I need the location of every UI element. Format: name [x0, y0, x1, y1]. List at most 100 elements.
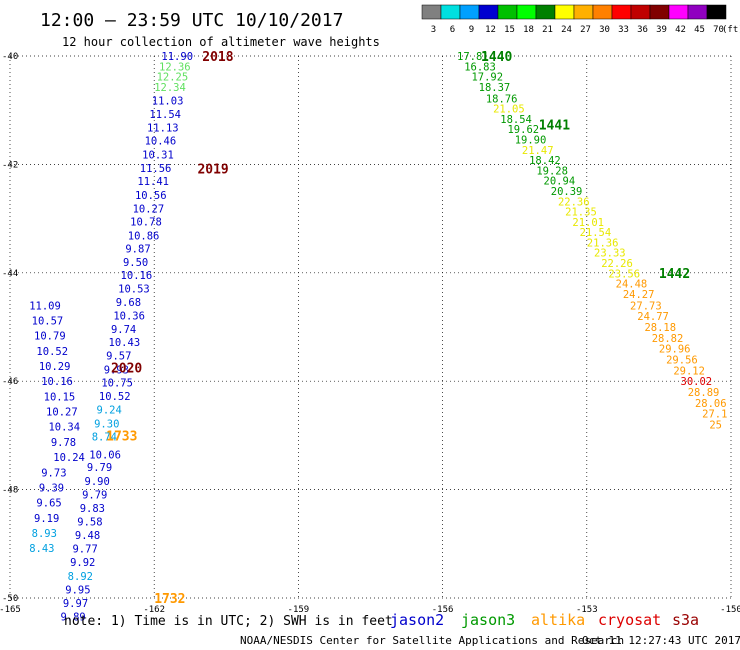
wave-height-label: 21.35: [565, 207, 597, 219]
time-label: 1733: [106, 429, 137, 444]
satellite-jason2-label: jason2: [390, 611, 444, 629]
wave-height-label: 10.31: [142, 150, 174, 162]
scale-swatch: [687, 4, 708, 20]
wave-height-label: 10.36: [113, 311, 145, 323]
scale-label: 30: [599, 25, 610, 35]
wave-height-label: 11.54: [149, 109, 181, 121]
axes: -165 -162 -159 -156 -153 -150 -40 -42 -44 -46 -48 -…: [0, 52, 740, 615]
wave-height-label: 9.65: [36, 498, 61, 510]
wave-height-label: 17.81: [457, 51, 489, 63]
wave-height-label: 21.05: [493, 104, 525, 116]
wave-height-label: 10.86: [128, 230, 160, 242]
wave-height-label: 10.27: [46, 407, 78, 419]
scale-label: 27: [580, 25, 591, 35]
footer-credit: NOAA/NESDIS Center for Satellite Applica…: [240, 634, 624, 647]
wave-height-label: 18.42: [529, 155, 561, 167]
x-tick-label: -150: [720, 605, 740, 615]
wave-height-label: 24.77: [637, 311, 669, 323]
scale-label: 42: [675, 25, 686, 35]
wave-height-label: 20.39: [551, 186, 583, 198]
scale-label: 15: [504, 25, 515, 35]
scale-label: 21: [542, 25, 553, 35]
wave-height-label: 22.36: [558, 196, 590, 208]
time-label: 2020: [111, 362, 142, 377]
wave-height-label: 23.33: [594, 248, 626, 260]
scale-swatch: [649, 4, 670, 20]
wave-height-label: 24.48: [616, 279, 648, 291]
scale-label: 45: [694, 25, 705, 35]
x-tick-label: -159: [288, 605, 310, 615]
satellite-legend: jason2 jason3 altika cryosat s3a: [390, 611, 699, 629]
wave-height-label: 9.89: [60, 611, 85, 623]
wave-height-label: 9.58: [77, 517, 102, 529]
wave-height-label: 12.36: [159, 61, 191, 73]
wave-height-label: 18.76: [486, 93, 518, 105]
wave-height-label: 9.24: [97, 404, 122, 416]
wave-height-label: 18.54: [500, 114, 532, 126]
wave-height-label: 29.96: [659, 344, 691, 356]
wave-height-label: 10.52: [99, 391, 131, 403]
scale-swatch: [459, 4, 480, 20]
wave-height-label: 11.90: [161, 51, 193, 63]
wave-height-label: 9.79: [87, 462, 112, 474]
scale-swatch: [516, 4, 537, 20]
wave-height-label: 9.48: [75, 530, 100, 542]
scale-label: 12: [485, 25, 496, 35]
wave-height-label: 10.16: [121, 270, 153, 282]
chart-subtitle: 12 hour collection of altimeter wave hei…: [62, 35, 380, 49]
wave-height-label: 8.74: [92, 431, 117, 443]
grid: [9, 55, 732, 599]
wave-height-label: 8.92: [68, 571, 93, 583]
scale-swatch: [535, 4, 556, 20]
wave-height-label: 27.73: [630, 300, 662, 312]
wave-height-label: 10.24: [53, 452, 85, 464]
scale-swatch: [440, 4, 461, 20]
wave-height-label: 12.34: [154, 82, 186, 94]
wave-height-label: 20.94: [544, 176, 576, 188]
wave-height-label: 9.78: [51, 437, 76, 449]
scale-swatch: [573, 4, 594, 20]
time-labels: 2018 2019 2020 1733 1732 1440 1441 1442: [106, 50, 690, 607]
scale-swatch: [611, 4, 632, 20]
wave-height-label: 19.28: [536, 165, 568, 177]
wave-height-label: 9.97: [63, 598, 88, 610]
wave-height-label: 22.26: [601, 258, 633, 270]
wave-height-label: 10.78: [130, 216, 162, 228]
wave-height-label: 11.56: [140, 163, 172, 175]
scale-swatch: [554, 4, 575, 20]
wave-height-label: 9.93: [104, 364, 129, 376]
satellite-s3a-label: s3a: [672, 611, 699, 629]
wave-height-label: 9.83: [80, 503, 105, 515]
wave-height-label: 9.30: [94, 418, 119, 430]
footer-note: note: 1) Time is in UTC; 2) SWH is in fe…: [64, 614, 393, 629]
y-tick-label: -44: [2, 269, 18, 279]
time-label: 2019: [197, 163, 228, 178]
y-tick-label: -48: [2, 486, 18, 496]
wave-height-label: 9.73: [41, 467, 66, 479]
scale-swatch: [630, 4, 651, 20]
y-tick-label: -46: [2, 377, 18, 387]
time-label: 2018: [202, 50, 233, 65]
wave-height-label: 9.50: [123, 257, 148, 269]
wave-height-label: 10.52: [36, 346, 68, 358]
wave-height-label: 10.29: [39, 361, 71, 373]
wave-height-label: 21.36: [587, 237, 619, 249]
wave-height-label: 11.03: [152, 95, 184, 107]
scale-label: 33: [618, 25, 629, 35]
wave-height-label: 11.09: [29, 300, 61, 312]
wave-height-label: 24.27: [623, 289, 655, 301]
wave-height-label: 17.92: [471, 72, 503, 84]
wave-height-label: 9.68: [116, 297, 141, 309]
wave-height-label: 19.62: [507, 124, 539, 136]
chart-title: 12:00 – 23:59 UTC 10/10/2017: [40, 10, 343, 31]
wave-height-label: 9.19: [34, 513, 59, 525]
satellite-cryosat-label: cryosat: [598, 611, 661, 629]
wave-height-label: 28.18: [644, 322, 676, 334]
wave-height-label: 21.47: [522, 145, 554, 157]
x-tick-label: -153: [576, 605, 598, 615]
wave-height-label: 23.56: [608, 268, 640, 280]
wave-height-label: 10.79: [34, 331, 66, 343]
y-tick-label: -40: [2, 52, 18, 62]
wave-height-label: 11.41: [137, 176, 169, 188]
x-tick-label: -156: [432, 605, 454, 615]
